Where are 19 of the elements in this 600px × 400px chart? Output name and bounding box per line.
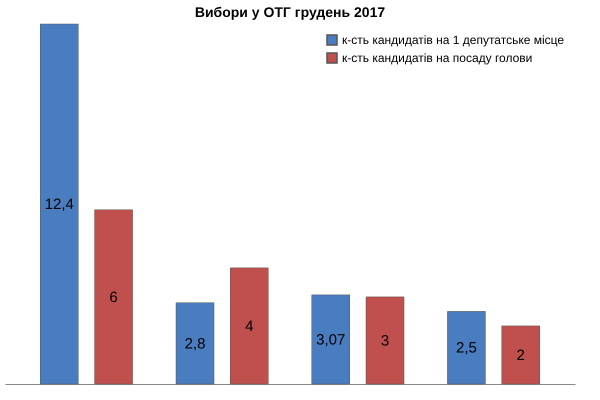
chart-title: Вибори у ОТГ грудень 2017 [194, 4, 386, 20]
bar [501, 326, 540, 384]
bar [176, 302, 214, 384]
data-label: 12,4 [44, 196, 74, 213]
bar [447, 311, 486, 384]
data-label: 2,8 [184, 335, 206, 352]
data-label: 3,07 [316, 331, 346, 348]
bar [311, 294, 350, 384]
data-label: 3 [380, 332, 390, 350]
data-label: 2,5 [456, 340, 477, 357]
data-label: 2 [516, 346, 525, 364]
legend-label: к-сть кандидатів на посаду голови [342, 51, 532, 65]
data-label: 6 [109, 288, 118, 306]
bar [230, 268, 269, 384]
bar [366, 296, 404, 384]
legend-label: к-сть кандидатів на 1 депутатське місце [342, 33, 564, 47]
data-label: 4 [245, 318, 254, 335]
bar [40, 24, 79, 384]
bar [94, 210, 133, 384]
